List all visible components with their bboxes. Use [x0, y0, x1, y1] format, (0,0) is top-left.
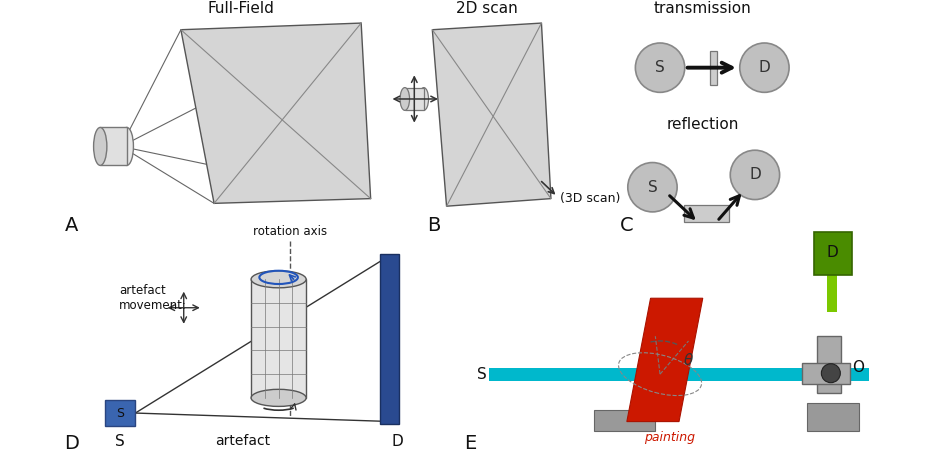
Bar: [100, 128, 126, 165]
Circle shape: [730, 150, 780, 200]
Bar: [489, 367, 869, 381]
Circle shape: [822, 364, 841, 383]
Text: S: S: [655, 60, 665, 75]
Text: $\theta$: $\theta$: [683, 352, 694, 368]
Text: S: S: [116, 406, 125, 419]
Polygon shape: [380, 254, 399, 424]
Ellipse shape: [251, 390, 306, 406]
Bar: [405, 88, 424, 110]
Text: rotation axis: rotation axis: [253, 226, 327, 238]
Polygon shape: [181, 23, 371, 203]
Text: artefact: artefact: [215, 434, 270, 448]
Text: C: C: [620, 216, 633, 235]
Bar: [710, 50, 717, 85]
Text: D: D: [759, 60, 770, 75]
Ellipse shape: [93, 128, 107, 165]
Bar: [593, 410, 655, 431]
Bar: [684, 205, 729, 222]
Text: painting: painting: [644, 431, 695, 444]
Text: E: E: [464, 434, 476, 453]
Text: D: D: [826, 245, 839, 260]
Circle shape: [628, 163, 677, 212]
Ellipse shape: [400, 88, 410, 110]
Bar: [251, 279, 306, 398]
Bar: [827, 242, 837, 312]
Text: 2D scan: 2D scan: [456, 1, 517, 16]
Polygon shape: [433, 23, 551, 206]
Text: S: S: [476, 367, 487, 382]
Text: D: D: [749, 168, 761, 183]
Bar: [803, 363, 850, 384]
Text: transmission: transmission: [654, 1, 751, 16]
Text: S: S: [648, 180, 657, 195]
Polygon shape: [627, 298, 703, 422]
Text: D: D: [65, 434, 79, 453]
Text: Full-Field: Full-Field: [207, 1, 274, 16]
Text: (3D scan): (3D scan): [560, 192, 621, 205]
Bar: [814, 232, 852, 275]
Circle shape: [635, 43, 685, 92]
Ellipse shape: [251, 271, 306, 288]
Ellipse shape: [120, 128, 133, 165]
Ellipse shape: [419, 88, 429, 110]
Text: reflection: reflection: [667, 117, 739, 132]
Bar: [817, 336, 842, 393]
Text: artefact
movement:: artefact movement:: [119, 284, 187, 312]
Text: O: O: [852, 360, 864, 375]
Text: D: D: [392, 434, 403, 449]
Text: S: S: [115, 434, 125, 449]
Bar: [807, 403, 860, 431]
Bar: [105, 400, 135, 426]
Circle shape: [740, 43, 789, 92]
Text: B: B: [428, 216, 441, 235]
Text: A: A: [65, 216, 78, 235]
